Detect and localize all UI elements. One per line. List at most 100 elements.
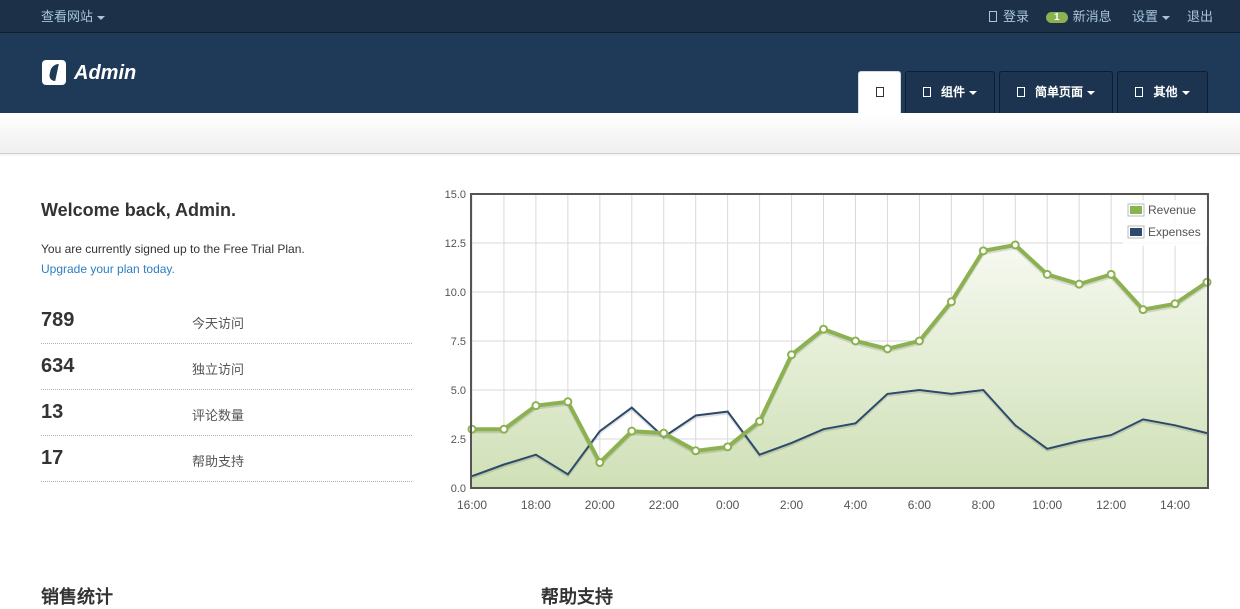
legend-label: Expenses — [1148, 225, 1201, 239]
tab-pages[interactable]: 简单页面 — [999, 71, 1113, 113]
settings-dropdown[interactable]: 设置 — [1132, 6, 1171, 25]
x-tick-label: 14:00 — [1160, 498, 1190, 512]
caret-down-icon — [1181, 90, 1190, 95]
tab-other-label: 其他 — [1153, 85, 1178, 99]
revenue-point — [978, 246, 988, 256]
stat-row: 634 独立访问 — [41, 344, 412, 390]
revenue-point — [563, 397, 573, 407]
x-tick-label: 0:00 — [716, 498, 740, 512]
revenue-expenses-chart: 0.0 2.5 5.0 7.5 10.0 12.5 15.0 16:00 18:00 20:00… — [445, 189, 1212, 512]
upgrade-link[interactable]: Upgrade your plan today. — [41, 262, 175, 276]
legend-swatch — [1130, 228, 1142, 236]
revenue-point — [499, 424, 509, 434]
messages-link[interactable]: 1 新消息 — [1046, 6, 1112, 25]
revenue-point — [1042, 269, 1052, 279]
y-axis: 0.0 2.5 5.0 7.5 10.0 12.5 15.0 — [445, 189, 466, 495]
revenue-point — [595, 458, 605, 468]
messages-badge: 1 — [1046, 12, 1068, 23]
caret-down-icon — [97, 15, 106, 20]
stat-value: 17 — [41, 447, 64, 469]
revenue-point — [1138, 305, 1148, 315]
tab-home[interactable] — [858, 71, 901, 114]
revenue-point — [659, 428, 669, 438]
user-icon — [989, 11, 997, 22]
revenue-point — [850, 336, 860, 346]
revenue-point — [946, 297, 956, 307]
view-site-dropdown[interactable]: 查看网站 — [41, 6, 106, 25]
x-tick-label: 10:00 — [1032, 498, 1062, 512]
settings-label: 设置 — [1132, 9, 1159, 24]
caret-down-icon — [1162, 15, 1171, 20]
logo-text: Admin — [74, 62, 137, 84]
main-header: Admin 组件 简单页面 其他 — [0, 33, 1240, 114]
expenses-line — [471, 388, 1208, 478]
login-link[interactable]: 登录 — [989, 6, 1029, 25]
x-tick-label: 4:00 — [844, 498, 868, 512]
legend-label: Revenue — [1148, 203, 1196, 217]
other-icon — [1135, 87, 1144, 97]
components-icon — [922, 87, 931, 97]
sub-navbar — [0, 113, 1240, 154]
stat-label: 帮助支持 — [192, 454, 245, 469]
plan-text: You are currently signed up to the Free … — [41, 242, 305, 256]
x-tick-label: 8:00 — [972, 498, 996, 512]
revenue-point — [787, 350, 797, 360]
revenue-line — [472, 242, 1209, 466]
tab-pages-label: 简单页面 — [1034, 85, 1083, 99]
home-icon — [875, 87, 884, 97]
y-tick-label: 10.0 — [445, 287, 466, 299]
x-axis: 16:00 18:00 20:00 22:00 0:00 2:00 4:00 6:00 8:00… — [457, 498, 1190, 512]
chart-legend: Revenue Expenses — [1123, 200, 1207, 246]
y-tick-label: 5.0 — [451, 385, 466, 397]
pages-icon — [1016, 87, 1025, 97]
stat-label: 评论数量 — [192, 408, 245, 423]
plot-frame — [470, 193, 1209, 489]
logo-icon — [42, 60, 66, 85]
stat-row: 17 帮助支持 — [41, 436, 412, 482]
x-tick-label: 6:00 — [908, 498, 932, 512]
revenue-point — [1170, 299, 1180, 309]
revenue-point — [914, 336, 924, 346]
welcome-title: Welcome back, Admin. — [41, 200, 237, 220]
revenue-point — [723, 442, 733, 452]
x-tick-label: 20:00 — [585, 498, 615, 512]
expenses-line-shadow — [471, 390, 1208, 480]
stat-value: 634 — [41, 355, 75, 377]
caret-down-icon — [1087, 90, 1095, 95]
revenue-area — [472, 245, 1207, 488]
x-tick-label: 22:00 — [649, 498, 679, 512]
stat-row: 789 今天访问 — [41, 298, 412, 344]
x-tick-label: 12:00 — [1096, 498, 1126, 512]
view-site-label: 查看网站 — [41, 9, 94, 24]
stat-label: 今天访问 — [192, 316, 245, 331]
revenue-point — [627, 426, 637, 436]
logout-link[interactable]: 退出 — [1187, 6, 1213, 25]
messages-label: 新消息 — [1072, 9, 1112, 24]
y-tick-label: 12.5 — [445, 238, 466, 250]
sales-title: 销售统计 — [41, 587, 113, 607]
stat-row: 13 评论数量 — [41, 390, 412, 436]
y-tick-label: 15.0 — [445, 189, 466, 201]
y-tick-label: 7.5 — [451, 336, 466, 348]
y-tick-label: 0.0 — [451, 483, 466, 495]
revenue-point — [691, 446, 701, 456]
revenue-point — [1106, 269, 1116, 279]
tab-components-label: 组件 — [940, 85, 965, 99]
legend-swatch — [1130, 206, 1142, 214]
caret-down-icon — [969, 90, 977, 95]
x-tick-label: 2:00 — [780, 498, 804, 512]
tab-other[interactable]: 其他 — [1117, 71, 1208, 113]
support-title: 帮助支持 — [541, 587, 613, 607]
revenue-point — [1010, 240, 1020, 250]
top-bar: 查看网站 登录 1 新消息 设置 退出 — [0, 0, 1240, 33]
stat-value: 789 — [41, 309, 75, 331]
tab-components[interactable]: 组件 — [905, 71, 995, 113]
revenue-point — [882, 344, 892, 354]
x-tick-label: 18:00 — [521, 498, 551, 512]
revenue-point — [755, 416, 765, 426]
stat-value: 13 — [41, 401, 64, 423]
revenue-point — [819, 324, 829, 334]
revenue-point — [531, 401, 541, 411]
x-tick-label: 16:00 — [457, 498, 487, 512]
logout-label: 退出 — [1187, 9, 1214, 24]
